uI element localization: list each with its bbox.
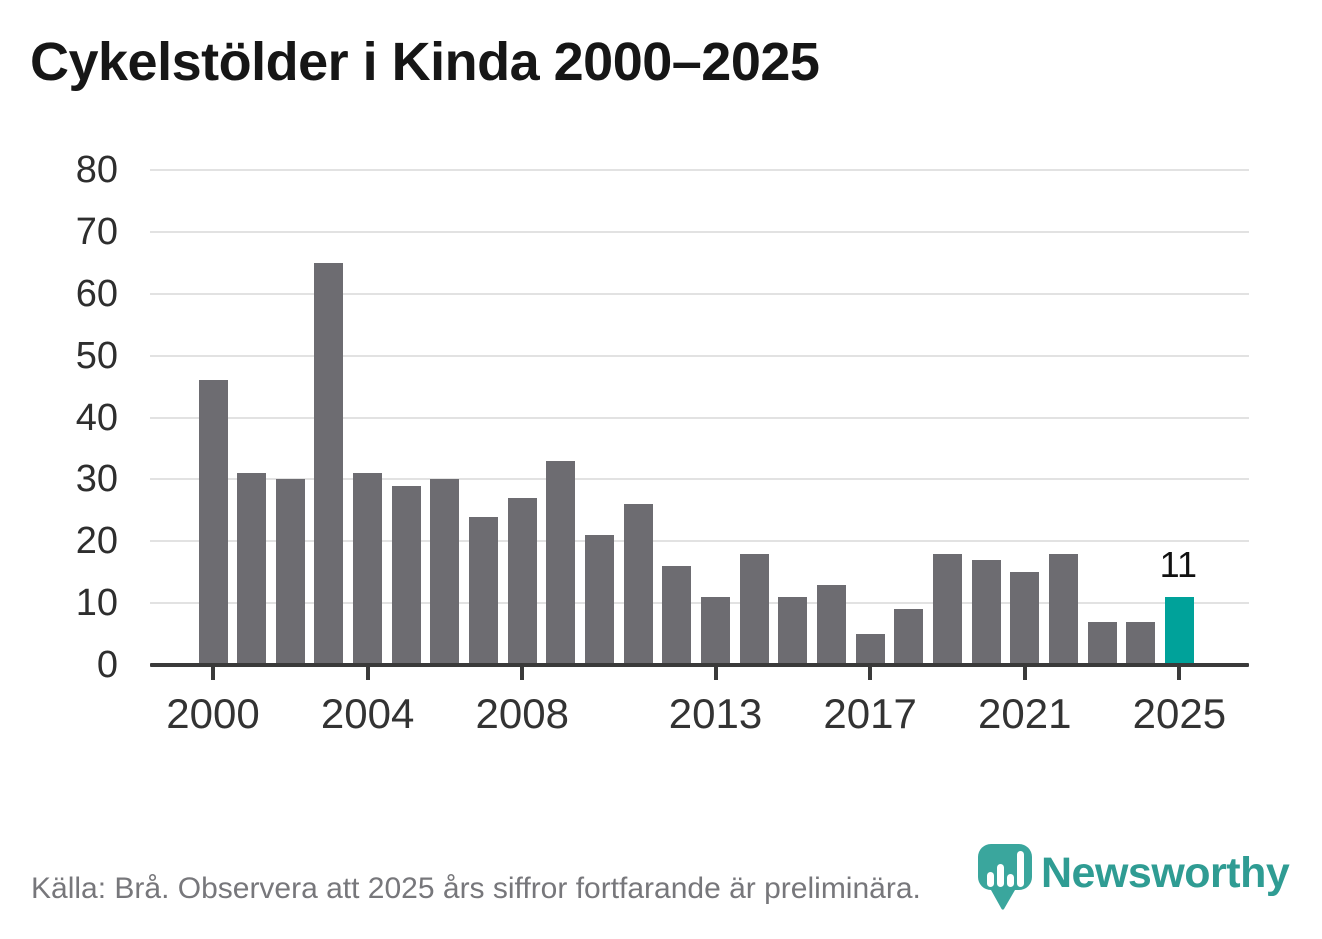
bar-2000 [198, 380, 228, 665]
bar-2008 [507, 497, 537, 665]
x-tick-2000 [211, 667, 215, 680]
bar-2003 [314, 262, 344, 665]
x-tick-2008 [520, 667, 525, 680]
bar-2014 [739, 553, 769, 665]
x-tick-2013 [713, 667, 718, 680]
bar-2020 [971, 559, 1001, 665]
y-tick-label: 50 [75, 334, 118, 377]
bar-2022 [1048, 553, 1078, 665]
y-tick-label: 60 [75, 272, 118, 315]
x-tick-label-2021: 2021 [978, 690, 1072, 737]
x-tick-2025 [1177, 667, 1182, 680]
x-tick-label-2008: 2008 [475, 690, 569, 737]
y-tick-label: 70 [75, 210, 118, 253]
chart-title: Cykelstölder i Kinda 2000–2025 [30, 32, 820, 92]
y-tick-label: 80 [75, 149, 118, 191]
x-tick-label-2017: 2017 [823, 690, 917, 737]
bar-2005 [391, 485, 421, 665]
y-tick-label: 40 [75, 396, 118, 439]
bar-2024 [1126, 621, 1156, 665]
gridline-20 [150, 540, 1249, 543]
bar-2025-highlighted [1164, 596, 1194, 665]
bar-2021 [1010, 572, 1040, 665]
x-tick-2017 [868, 667, 873, 680]
gridline-50 [150, 354, 1249, 357]
gridline-40 [150, 416, 1249, 419]
gridline-30 [150, 478, 1249, 481]
gridline-70 [150, 230, 1249, 233]
x-tick-label-2004: 2004 [320, 690, 415, 737]
bar-2007 [469, 516, 499, 665]
x-tick-label-2000: 2000 [166, 690, 260, 737]
gridline-60 [150, 292, 1249, 295]
gridline-80 [150, 169, 1249, 171]
bar-2009 [546, 460, 576, 665]
bar-2023 [1087, 621, 1117, 665]
source-note: Källa: Brå. Observera att 2025 års siffr… [31, 872, 921, 905]
x-tick-label-2025: 2025 [1132, 690, 1227, 737]
bar-2004 [353, 473, 383, 665]
bar-2016 [816, 584, 846, 665]
y-tick-label: 30 [75, 458, 118, 501]
x-tick-2004 [365, 667, 370, 680]
bar-2017 [855, 634, 885, 665]
bar-2011 [623, 504, 653, 665]
highlight-value-label: 11 [1159, 543, 1198, 585]
x-tick-label-2013: 2013 [668, 690, 763, 737]
bar-2015 [778, 596, 808, 665]
x-axis-line [150, 663, 1249, 667]
bar-2019 [932, 553, 962, 665]
newsworthy-logo: Newsworthy [977, 843, 1290, 911]
y-tick-label: 0 [96, 644, 118, 686]
newsworthy-wordmark: Newsworthy [1041, 848, 1290, 897]
bar-2013 [701, 596, 730, 665]
bar-2002 [275, 479, 305, 665]
gridline-10 [150, 602, 1249, 605]
y-tick-label: 20 [75, 520, 118, 563]
bar-2018 [894, 609, 924, 665]
bar-2012 [662, 566, 692, 665]
y-tick-label: 10 [75, 582, 118, 625]
bar-2001 [237, 473, 267, 665]
x-tick-2021 [1022, 667, 1027, 680]
bar-2010 [585, 535, 615, 665]
bar-2006 [430, 479, 460, 665]
newsworthy-pin-barchart-icon [978, 844, 1032, 910]
